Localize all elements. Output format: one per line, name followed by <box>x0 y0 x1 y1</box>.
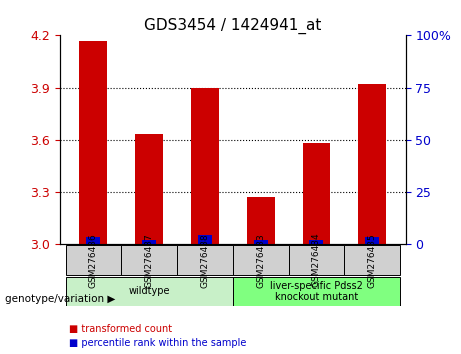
Text: GSM276437: GSM276437 <box>145 233 154 287</box>
Text: liver-specific Pdss2
knockout mutant: liver-specific Pdss2 knockout mutant <box>270 281 363 302</box>
FancyBboxPatch shape <box>65 277 233 307</box>
Bar <box>365 237 379 244</box>
Title: GDS3454 / 1424941_at: GDS3454 / 1424941_at <box>144 18 321 34</box>
Text: GSM276438: GSM276438 <box>201 233 209 287</box>
FancyBboxPatch shape <box>233 245 289 275</box>
Bar <box>142 240 156 244</box>
Text: wildtype: wildtype <box>129 286 170 296</box>
FancyBboxPatch shape <box>344 245 400 275</box>
FancyBboxPatch shape <box>289 245 344 275</box>
FancyBboxPatch shape <box>233 277 400 307</box>
Bar <box>86 237 100 244</box>
Bar <box>135 135 163 244</box>
FancyBboxPatch shape <box>177 245 233 275</box>
FancyBboxPatch shape <box>65 245 121 275</box>
Text: GSM276435: GSM276435 <box>368 233 377 287</box>
Bar <box>198 235 212 244</box>
Bar <box>247 197 275 244</box>
Bar <box>191 87 219 244</box>
Bar <box>302 143 331 244</box>
Bar <box>358 84 386 244</box>
Text: GSM276434: GSM276434 <box>312 233 321 287</box>
Text: GSM276436: GSM276436 <box>89 233 98 287</box>
FancyBboxPatch shape <box>121 245 177 275</box>
Text: ■ transformed count: ■ transformed count <box>69 324 172 333</box>
Text: ■ percentile rank within the sample: ■ percentile rank within the sample <box>69 338 247 348</box>
Bar <box>309 240 324 244</box>
Bar <box>79 41 107 244</box>
Text: genotype/variation ▶: genotype/variation ▶ <box>5 294 115 304</box>
Bar <box>254 240 268 244</box>
Text: GSM276433: GSM276433 <box>256 233 265 287</box>
